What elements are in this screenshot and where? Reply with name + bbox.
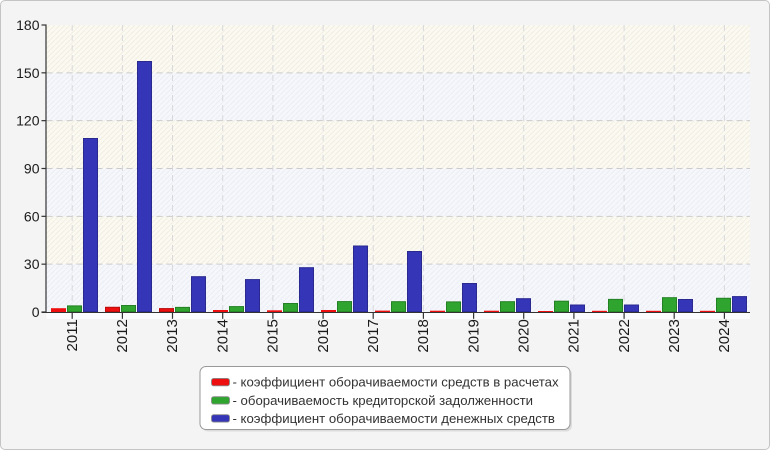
svg-text:- оборачиваемость кредиторской: - оборачиваемость кредиторской задолженн… <box>233 393 534 408</box>
svg-text:150: 150 <box>16 65 40 81</box>
svg-text:120: 120 <box>16 113 40 129</box>
svg-text:2021: 2021 <box>566 319 583 352</box>
svg-text:2015: 2015 <box>265 319 282 352</box>
svg-text:0: 0 <box>32 304 40 320</box>
svg-text:180: 180 <box>16 17 40 33</box>
svg-text:2017: 2017 <box>365 319 382 352</box>
svg-text:2020: 2020 <box>515 319 532 352</box>
svg-text:2014: 2014 <box>214 319 231 352</box>
svg-text:2018: 2018 <box>415 319 432 352</box>
svg-text:90: 90 <box>24 161 40 177</box>
svg-text:2013: 2013 <box>164 319 181 352</box>
svg-text:- коэффициент оборачиваемости: - коэффициент оборачиваемости денежных с… <box>233 411 555 426</box>
svg-text:60: 60 <box>24 208 40 224</box>
svg-text:2011: 2011 <box>64 319 81 351</box>
svg-text:2022: 2022 <box>616 319 633 352</box>
svg-text:2016: 2016 <box>315 319 332 352</box>
svg-text:30: 30 <box>24 256 40 272</box>
svg-text:- коэффициент оборачиваемости: - коэффициент оборачиваемости средств в … <box>233 375 560 390</box>
svg-text:2012: 2012 <box>114 319 131 352</box>
svg-text:2024: 2024 <box>716 319 733 352</box>
svg-text:2023: 2023 <box>666 319 683 352</box>
svg-text:2019: 2019 <box>465 319 482 352</box>
